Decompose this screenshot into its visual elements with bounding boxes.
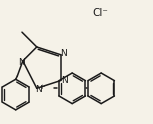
Text: N: N: [35, 85, 42, 94]
Text: N: N: [60, 49, 67, 58]
Text: Cl⁻: Cl⁻: [92, 8, 108, 18]
Text: N: N: [61, 76, 68, 85]
Text: +: +: [39, 84, 45, 90]
Text: N: N: [18, 58, 24, 67]
